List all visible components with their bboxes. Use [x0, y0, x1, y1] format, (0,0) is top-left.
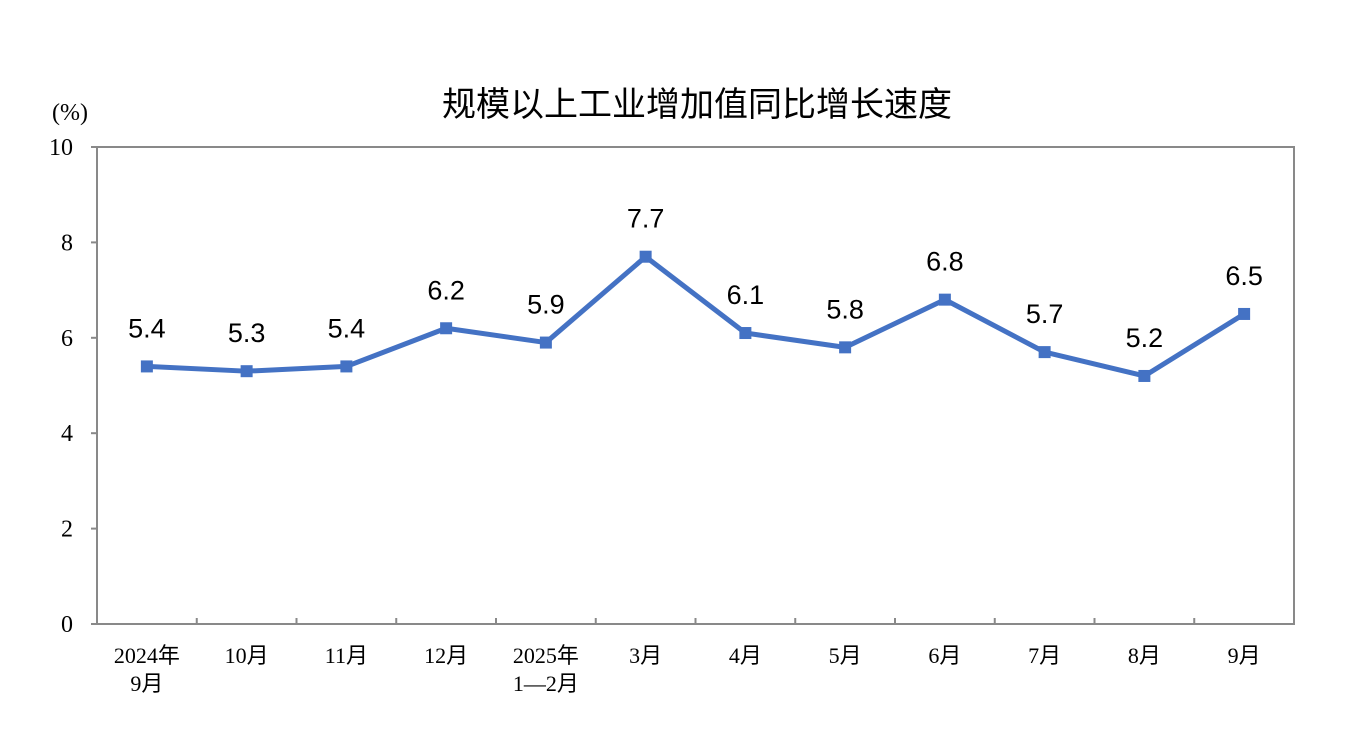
data-point-marker — [440, 322, 453, 335]
data-point-marker — [938, 293, 951, 306]
data-point-marker — [240, 365, 253, 378]
x-tick-label-line: 7月 — [1028, 643, 1061, 668]
data-labels: 5.4 5.3 5.4 6.2 5.9 7.7 6.1 5.8 6.8 5.7 5.2 6.5 — [128, 204, 1263, 353]
y-tick-label: 4 — [61, 421, 73, 447]
x-axis-ticks: 2024年 9月 10月 11月 12月 2025年 1—2月 3月 4月 5月 6月 7月 8月 9月 — [114, 618, 1261, 696]
data-label: 5.2 — [1126, 323, 1164, 353]
data-point-marker — [140, 360, 153, 373]
y-axis-ticks: 0 2 4 6 8 10 — [49, 135, 97, 638]
data-point-marker — [1038, 346, 1051, 359]
plot-area-frame — [96, 146, 1295, 625]
x-tick-label: 2024年 9月 — [114, 643, 180, 696]
x-tick-label-line: 9月 — [130, 671, 163, 696]
x-tick-label-line: 4月 — [729, 643, 762, 668]
x-tick-label: 10月 — [225, 643, 269, 668]
data-point-marker — [639, 250, 652, 263]
x-tick-label: 2025年 1—2月 — [513, 643, 579, 696]
data-point-marker — [539, 336, 552, 349]
data-point-marker — [1238, 307, 1251, 320]
x-tick-label: 9月 — [1228, 643, 1261, 668]
data-label: 6.2 — [427, 275, 465, 305]
data-point-marker — [1138, 369, 1151, 382]
x-tick-label-line: 5月 — [829, 643, 862, 668]
data-label: 5.7 — [1026, 299, 1064, 329]
data-label: 5.9 — [527, 290, 565, 320]
data-label: 5.4 — [128, 313, 166, 343]
x-tick-label: 7月 — [1028, 643, 1061, 668]
data-label: 7.7 — [627, 204, 665, 234]
x-tick-label: 12月 — [424, 643, 468, 668]
y-tick-label: 8 — [61, 230, 73, 256]
x-tick-label-line: 2024年 — [114, 643, 180, 668]
x-tick-label-line: 10月 — [225, 643, 269, 668]
x-tick-label-line: 11月 — [325, 643, 368, 668]
data-point-marker — [739, 327, 752, 340]
data-label: 6.5 — [1225, 261, 1263, 291]
x-tick-label: 11月 — [325, 643, 368, 668]
data-label: 6.8 — [926, 247, 964, 277]
y-tick-label: 0 — [61, 612, 73, 638]
series-line — [146, 254, 1246, 379]
x-tick-label: 8月 — [1128, 643, 1161, 668]
x-tick-label: 4月 — [729, 643, 762, 668]
y-tick-label: 10 — [49, 135, 73, 161]
chart-title: 规模以上工业增加值同比增长速度 — [442, 85, 952, 125]
x-tick-label-line: 9月 — [1228, 643, 1261, 668]
data-label: 5.3 — [228, 318, 266, 348]
y-tick-label: 2 — [61, 517, 73, 543]
x-tick-label-line: 6月 — [928, 643, 961, 668]
x-tick-label-line: 2025年 — [513, 643, 579, 668]
x-tick-label-line: 1—2月 — [513, 671, 579, 696]
data-point-marker — [340, 360, 353, 373]
y-tick-label: 6 — [61, 326, 73, 352]
data-label: 5.4 — [328, 313, 366, 343]
series-markers — [140, 250, 1251, 382]
data-label: 5.8 — [826, 294, 864, 324]
y-axis-unit: (%) — [52, 100, 88, 126]
x-tick-label: 6月 — [928, 643, 961, 668]
data-label: 6.1 — [727, 280, 765, 310]
x-tick-label-line: 8月 — [1128, 643, 1161, 668]
x-tick-label-line: 12月 — [424, 643, 468, 668]
x-tick-label: 3月 — [629, 643, 662, 668]
x-tick-label: 5月 — [829, 643, 862, 668]
x-tick-label-line: 3月 — [629, 643, 662, 668]
data-point-marker — [839, 341, 852, 354]
